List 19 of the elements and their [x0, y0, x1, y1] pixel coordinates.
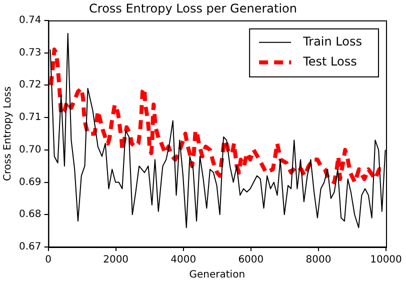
y-tick-label: 0.74 — [19, 14, 42, 26]
y-tick-label: 0.73 — [19, 47, 42, 58]
x-tick-label: 10000 — [370, 254, 402, 266]
y-tick-label: 0.69 — [19, 176, 42, 188]
y-tick-label: 0.70 — [19, 144, 42, 156]
y-tick-label: 0.67 — [19, 242, 42, 253]
legend-label: Train Loss — [302, 34, 362, 49]
y-tick-label: 0.68 — [19, 209, 42, 220]
x-tick-label: 8000 — [306, 254, 332, 266]
y-axis-title: Cross Entropy Loss — [2, 86, 14, 181]
x-tick-label: 4000 — [170, 254, 196, 266]
x-tick-label: 0 — [45, 254, 52, 266]
legend-label: Test Loss — [302, 54, 357, 69]
chart-title: Cross Entropy Loss per Generation — [89, 1, 297, 16]
y-tick-label: 0.71 — [19, 112, 42, 124]
x-tick-label: 6000 — [238, 254, 264, 266]
y-tick-label: 0.72 — [19, 80, 42, 91]
x-tick-label: 2000 — [103, 254, 129, 266]
x-axis-title: Generation — [189, 270, 246, 281]
